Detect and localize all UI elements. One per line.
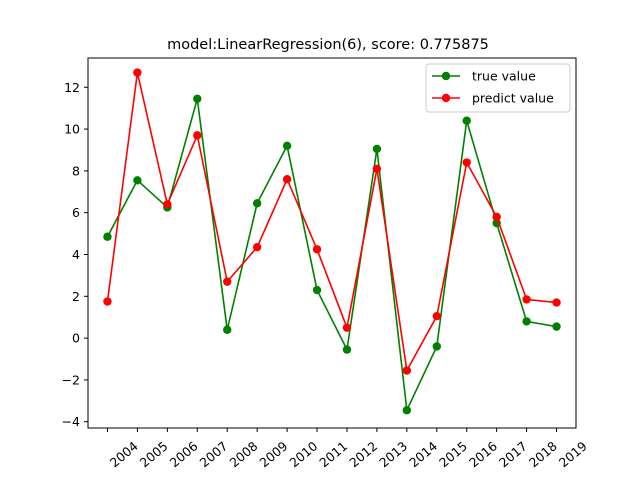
x-tick-label: 2015 xyxy=(436,438,470,470)
data-point-predict-value xyxy=(282,175,292,184)
data-point-predict-value xyxy=(103,297,112,306)
y-tick-label: 12 xyxy=(64,80,80,95)
data-point-true-value xyxy=(133,176,142,185)
x-tick-label: 2011 xyxy=(316,438,350,470)
data-point-true-value xyxy=(432,342,441,351)
y-axis: −4 −2 0 2 4 6 8 10 12 xyxy=(62,80,88,429)
y-tick-label: −4 xyxy=(62,414,80,429)
x-tick-label: 2018 xyxy=(526,438,560,470)
data-point-true-value xyxy=(312,285,322,295)
data-point-predict-value xyxy=(312,245,322,254)
legend-marker-true-value xyxy=(441,71,451,81)
data-point-predict-value xyxy=(462,158,471,167)
x-tick-label: 2014 xyxy=(406,438,440,470)
y-tick-label: 0 xyxy=(72,331,80,346)
legend-marker-predict-value xyxy=(441,93,451,103)
data-point-true-value xyxy=(372,144,382,154)
series-layer xyxy=(103,68,561,415)
data-point-predict-value xyxy=(342,323,352,332)
legend-box xyxy=(425,63,571,113)
y-tick-label: 2 xyxy=(72,289,80,304)
legend-label-true-value: true value xyxy=(472,69,536,84)
plot-area-frame xyxy=(87,57,577,429)
legend-label-predict-value: predict value xyxy=(472,91,554,106)
x-tick-label: 2019 xyxy=(556,438,590,470)
chart-title: model:LinearRegression(6), score: 0.7758… xyxy=(167,37,489,53)
data-point-true-value xyxy=(223,325,232,334)
data-point-true-value xyxy=(522,317,531,326)
series-line-predict-value xyxy=(106,72,557,373)
x-tick-label: 2016 xyxy=(466,438,500,470)
data-point-true-value xyxy=(193,94,202,103)
y-tick-label: −2 xyxy=(62,372,80,387)
data-point-predict-value xyxy=(252,242,262,252)
y-tick-label: 8 xyxy=(72,163,80,178)
y-tick-label: 10 xyxy=(64,122,80,137)
data-point-predict-value xyxy=(402,366,412,375)
legend: true value predict value xyxy=(425,63,571,113)
data-point-true-value xyxy=(402,406,412,415)
data-point-predict-value xyxy=(193,131,202,140)
x-tick-label: 2008 xyxy=(227,438,261,470)
x-tick-label: 2017 xyxy=(496,438,530,470)
x-tick-label: 2004 xyxy=(107,438,141,470)
x-tick-label: 2013 xyxy=(376,438,410,470)
data-point-true-value xyxy=(103,232,112,241)
x-tick-label: 2010 xyxy=(286,438,320,470)
x-tick-label: 2009 xyxy=(256,438,290,470)
data-point-true-value xyxy=(462,116,471,125)
y-tick-label: 4 xyxy=(72,247,80,262)
data-point-predict-value xyxy=(432,311,441,321)
x-tick-label: 2005 xyxy=(137,438,171,470)
data-point-true-value xyxy=(282,141,292,150)
data-point-true-value xyxy=(552,322,561,331)
data-point-predict-value xyxy=(372,164,382,173)
data-point-predict-value xyxy=(163,200,172,209)
x-tick-label: 2007 xyxy=(197,438,231,470)
data-point-predict-value xyxy=(223,277,232,286)
data-point-true-value xyxy=(252,199,262,208)
x-axis: 2004200520062007200820092010201120122013… xyxy=(107,428,590,470)
x-tick-label: 2006 xyxy=(167,438,201,470)
data-point-true-value xyxy=(342,345,352,354)
x-tick-label: 2012 xyxy=(346,438,380,470)
data-point-predict-value xyxy=(492,212,501,222)
y-tick-label: 6 xyxy=(72,205,80,220)
data-point-predict-value xyxy=(133,68,142,77)
data-point-predict-value xyxy=(552,298,561,307)
data-point-predict-value xyxy=(522,295,531,304)
series-line-true-value xyxy=(106,98,557,414)
